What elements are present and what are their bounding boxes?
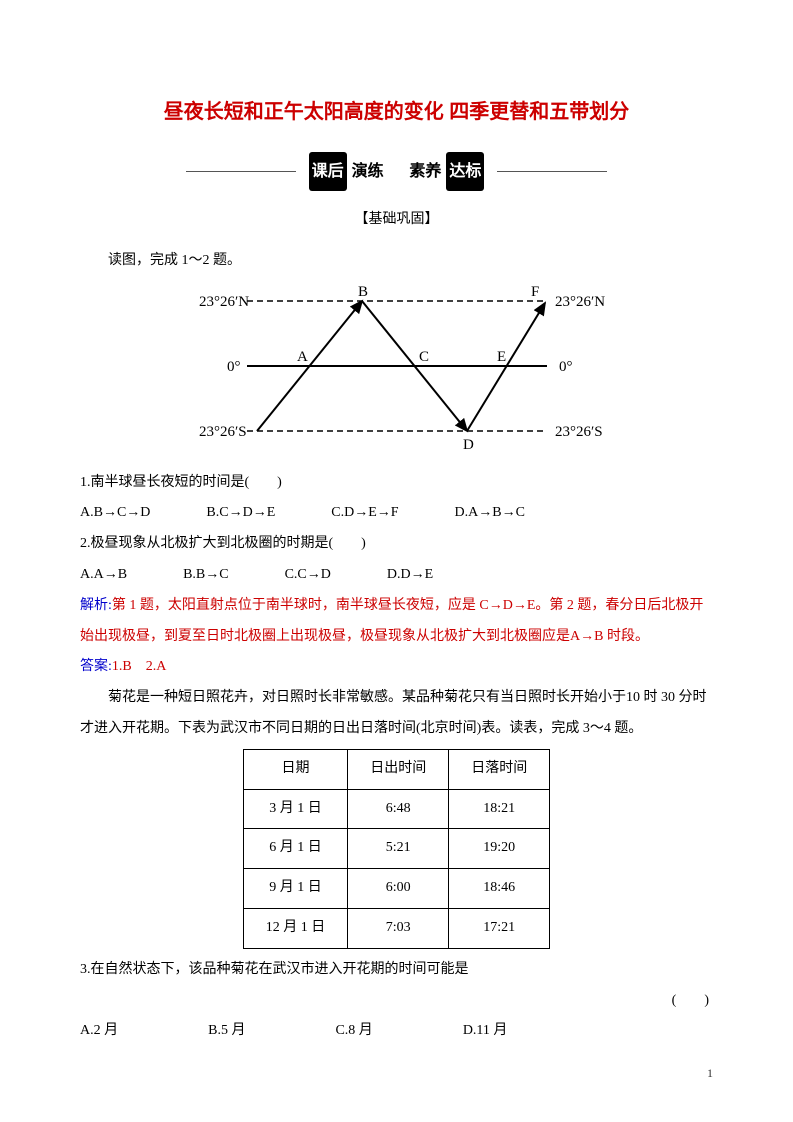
cell: 6:48 xyxy=(348,789,449,829)
pt-F: F xyxy=(531,284,539,300)
q3-opt-b: B.5 月 xyxy=(208,1016,245,1047)
q2-options: A.A→B B.B→C C.C→D D.D→E xyxy=(80,560,713,591)
cell: 9 月 1 日 xyxy=(243,869,348,909)
q2-opt-c: C.C→D xyxy=(285,560,331,591)
sunrise-sunset-table: 日期 日出时间 日落时间 3 月 1 日 6:48 18:21 6 月 1 日 … xyxy=(243,749,551,949)
table-row: 6 月 1 日 5:21 19:20 xyxy=(243,829,550,869)
answer-line: 答案:1.B 2.A xyxy=(80,652,713,683)
intro-1: 读图，完成 1～2 题。 xyxy=(80,246,713,277)
q1-opt-b: B.C→D→E xyxy=(206,498,275,529)
cell: 18:46 xyxy=(449,869,550,909)
q3-opt-a: A.2 月 xyxy=(80,1016,118,1047)
banner-text-left: 课后演练 素养达标 xyxy=(308,152,486,191)
label-mid-left: 0° xyxy=(227,359,241,375)
answer-label: 答案: xyxy=(80,659,112,674)
q2-opt-d: D.D→E xyxy=(387,560,433,591)
q3-options: A.2 月 B.5 月 C.8 月 D.11 月 xyxy=(80,1016,713,1047)
table-row: 12 月 1 日 7:03 17:21 xyxy=(243,908,550,948)
banner-rule-right xyxy=(497,171,607,172)
q1-opt-a: A.B→C→D xyxy=(80,498,150,529)
title-text: 昼夜长短和正午太阳高度的变化 四季更替和五带划分 xyxy=(164,101,630,123)
q2-opt-b: B.B→C xyxy=(183,560,229,591)
pt-E: E xyxy=(497,349,506,365)
table-header-row: 日期 日出时间 日落时间 xyxy=(243,749,550,789)
cell: 7:03 xyxy=(348,908,449,948)
q3-opt-d: D.11 月 xyxy=(463,1016,508,1047)
q3-opt-c: C.8 月 xyxy=(335,1016,372,1047)
banner-word2: 演练 xyxy=(349,152,387,191)
answer-text: 1.B 2.A xyxy=(112,659,166,674)
label-bot-right: 23°26′S xyxy=(555,424,603,440)
intro-2: 菊花是一种短日照花卉，对日照时长非常敏感。某品种菊花只有当日照时长开始小于10 … xyxy=(80,683,713,745)
banner-word3: 素养 xyxy=(406,152,444,191)
banner-pill1: 课后 xyxy=(309,152,347,191)
banner-inner: 课后演练 素养达标 xyxy=(186,152,608,191)
page-title: 昼夜长短和正午太阳高度的变化 四季更替和五带划分 xyxy=(80,90,713,134)
label-top-left: 23°26′N xyxy=(199,294,249,310)
cell: 12 月 1 日 xyxy=(243,908,348,948)
q3-stem: 3.在自然状态下，该品种菊花在武汉市进入开花期的时间可能是 xyxy=(80,955,713,986)
cell: 17:21 xyxy=(449,908,550,948)
col-sunrise: 日出时间 xyxy=(348,749,449,789)
cell: 3 月 1 日 xyxy=(243,789,348,829)
cell: 18:21 xyxy=(449,789,550,829)
pt-A: A xyxy=(297,349,308,365)
q1-opt-d: D.A→B→C xyxy=(455,498,525,529)
pt-D: D xyxy=(463,437,474,451)
q2-opt-a: A.A→B xyxy=(80,560,127,591)
q1-options: A.B→C→D B.C→D→E C.D→E→F D.A→B→C xyxy=(80,498,713,529)
banner-pill2: 达标 xyxy=(446,152,484,191)
q1-stem: 1.南半球昼长夜短的时间是( ) xyxy=(80,468,713,499)
explain-text: 第 1 题，太阳直射点位于南半球时，南半球昼长夜短，应是 C→D→E。第 2 题… xyxy=(80,598,703,644)
label-mid-right: 0° xyxy=(559,359,573,375)
cell: 6:00 xyxy=(348,869,449,909)
banner-rule-left xyxy=(186,171,296,172)
pt-B: B xyxy=(358,284,368,300)
section-banner: 课后演练 素养达标 xyxy=(80,152,713,191)
label-top-right: 23°26′N xyxy=(555,294,605,310)
solar-path-diagram: 23°26′N 23°26′N 0° 0° 23°26′S 23°26′S A … xyxy=(80,281,713,464)
q3-paren: ( ) xyxy=(80,986,713,1017)
diagram-svg: 23°26′N 23°26′N 0° 0° 23°26′S 23°26′S A … xyxy=(187,281,607,451)
pt-C: C xyxy=(419,349,429,365)
q2-stem: 2.极昼现象从北极扩大到北极圈的时期是( ) xyxy=(80,529,713,560)
cell: 6 月 1 日 xyxy=(243,829,348,869)
table-row: 9 月 1 日 6:00 18:46 xyxy=(243,869,550,909)
section-label: 【基础巩固】 xyxy=(80,205,713,236)
table-row: 3 月 1 日 6:48 18:21 xyxy=(243,789,550,829)
cell: 5:21 xyxy=(348,829,449,869)
explain-label: 解析: xyxy=(80,598,112,613)
q1-opt-c: C.D→E→F xyxy=(331,498,398,529)
label-bot-left: 23°26′S xyxy=(199,424,247,440)
col-date: 日期 xyxy=(243,749,348,789)
cell: 19:20 xyxy=(449,829,550,869)
page-number: 1 xyxy=(707,1060,713,1086)
explanation: 解析:第 1 题，太阳直射点位于南半球时，南半球昼长夜短，应是 C→D→E。第 … xyxy=(80,591,713,653)
col-sunset: 日落时间 xyxy=(449,749,550,789)
